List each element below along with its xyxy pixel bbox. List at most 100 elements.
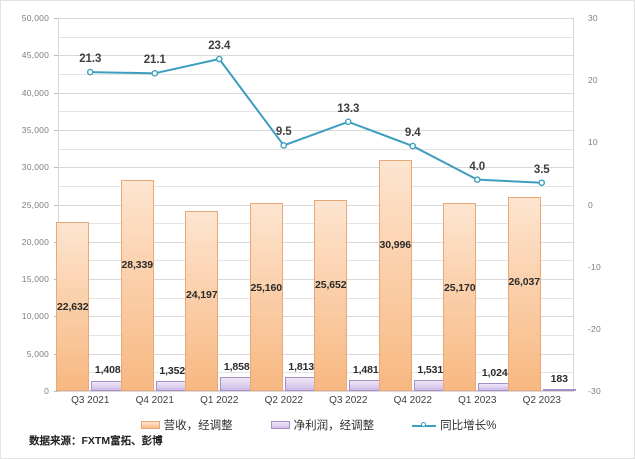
axis-line-right: [573, 18, 574, 391]
growth-value-label: 13.3: [337, 102, 360, 115]
bar-profit: [478, 383, 512, 391]
y-axis-left-tickmark: [54, 391, 58, 392]
bar-profit-value-label: 1,813: [288, 361, 315, 374]
y-axis-left-tickmark: [54, 241, 58, 243]
y-axis-left-tick: 50,000: [21, 13, 49, 23]
bar-revenue: [56, 222, 90, 391]
y-axis-right-tick: 0: [588, 199, 593, 210]
bar-revenue-value-label: 24,197: [185, 289, 218, 302]
bar-profit-value-label: 183: [550, 373, 568, 385]
bar-revenue: [314, 199, 348, 391]
gridline: [58, 73, 574, 75]
gridline: [58, 36, 574, 38]
gridline: [58, 111, 574, 113]
growth-value-label: 9.5: [275, 126, 292, 139]
y-axis-left-tickmark: [54, 279, 58, 281]
source-note: 数据来源：FXTM富拓、彭博: [29, 435, 163, 447]
growth-value-label: 4.0: [469, 160, 486, 173]
bar-revenue-value-label: 25,160: [250, 282, 283, 295]
legend-swatch-line-icon: [412, 421, 437, 430]
growth-line-marker: [344, 118, 352, 126]
y-axis-left-tick: 0: [44, 386, 49, 396]
bar-profit: [284, 377, 318, 391]
y-axis-left-tick: 45,000: [21, 50, 49, 61]
y-axis-left-tick: 15,000: [21, 274, 49, 285]
growth-line-marker: [538, 179, 546, 187]
chart-legend: 营收，经调整 净利润，经调整 同比增长%: [1, 417, 634, 433]
x-axis-category-label: Q4 2021: [135, 395, 174, 406]
bar-profit-value-label: 1,531: [417, 363, 444, 376]
y-axis-right-tick: -30: [588, 386, 601, 396]
gridline: [58, 129, 574, 131]
y-axis-left-tickmark: [54, 316, 58, 318]
growth-value-label: 21.3: [79, 53, 102, 66]
x-axis-category-label: Q2 2023: [522, 395, 561, 406]
growth-value-label: 23.4: [208, 40, 231, 53]
legend-item[interactable]: 营收，经调整: [140, 417, 233, 433]
y-axis-left-tick: 25,000: [21, 199, 49, 210]
x-axis-category-label: Q3 2022: [329, 395, 368, 406]
legend-swatch-revenue-icon: [140, 421, 160, 429]
y-axis-left-tick: 5,000: [26, 348, 49, 359]
gridline: [58, 18, 574, 19]
y-axis-left-tickmark: [54, 18, 58, 19]
y-axis-left-tick: 40,000: [21, 87, 49, 98]
legend-item[interactable]: 同比增长%: [412, 417, 496, 433]
gridline: [58, 185, 574, 187]
gridline: [58, 92, 574, 94]
y-axis-right-tick: 20: [588, 75, 598, 86]
legend-item[interactable]: 净利润，经调整: [270, 417, 375, 433]
legend-swatch-profit-icon: [270, 421, 290, 429]
bar-profit-value-label: 1,858: [223, 361, 250, 374]
y-axis-left-tickmark: [54, 167, 58, 169]
bar-profit-value-label: 1,352: [159, 364, 186, 377]
y-axis-left-tick: 10,000: [21, 311, 49, 322]
x-axis-category-label: Q1 2022: [200, 395, 239, 406]
bar-profit-value-label: 1,024: [481, 367, 508, 380]
growth-value-label: 21.1: [143, 54, 166, 67]
x-axis-category-label: Q3 2021: [71, 395, 110, 406]
bar-revenue: [185, 210, 219, 391]
bar-profit: [349, 379, 383, 391]
bar-revenue-value-label: 26,037: [508, 275, 541, 288]
bar-revenue-value-label: 25,170: [443, 282, 476, 295]
bar-revenue-value-label: 22,632: [56, 301, 89, 314]
gridline: [58, 391, 574, 392]
bar-revenue: [443, 203, 477, 391]
y-axis-left-tickmark: [54, 92, 58, 94]
x-axis-category-label: Q2 2022: [264, 395, 303, 406]
bar-revenue-value-label: 25,652: [314, 278, 347, 291]
legend-item-label: 同比增长%: [440, 420, 497, 432]
y-axis-right-tick: -10: [588, 261, 601, 272]
x-axis-category-label: Q4 2022: [393, 395, 432, 406]
y-axis-left-tick: 20,000: [21, 236, 49, 247]
growth-line-marker: [280, 142, 288, 149]
gridline: [58, 167, 574, 169]
bar-profit: [413, 379, 447, 391]
y-axis-left-tick: 35,000: [21, 124, 49, 135]
bar-profit: [91, 380, 125, 391]
bar-profit-value-label: 1,408: [94, 364, 121, 377]
plot-area: 22,632 1,408 28,339 1,352 24,197 1,858 25,160 1…: [56, 18, 576, 392]
y-axis-left-tickmark: [54, 129, 58, 131]
bar-revenue: [249, 203, 283, 391]
y-axis-right-tick: 30: [588, 13, 598, 23]
y-axis-right-tick: 10: [588, 137, 598, 148]
growth-value-label: 9.4: [404, 127, 421, 140]
gridline: [58, 148, 574, 150]
legend-item-label: 营收，经调整: [163, 420, 233, 432]
y-axis-right-tick: -20: [588, 323, 601, 334]
gridline: [58, 55, 574, 57]
bar-revenue: [507, 196, 541, 391]
bar-profit: [155, 380, 189, 391]
legend-item-label: 净利润，经调整: [293, 420, 375, 432]
growth-line-marker: [215, 55, 223, 63]
bar-profit: [220, 377, 254, 391]
y-axis-left-tickmark: [54, 55, 58, 57]
y-axis-left-tickmark: [54, 353, 58, 355]
bar-revenue: [378, 159, 412, 391]
bar-revenue: [120, 179, 154, 391]
growth-line-marker: [473, 176, 481, 183]
bar-revenue-value-label: 30,996: [379, 238, 412, 251]
